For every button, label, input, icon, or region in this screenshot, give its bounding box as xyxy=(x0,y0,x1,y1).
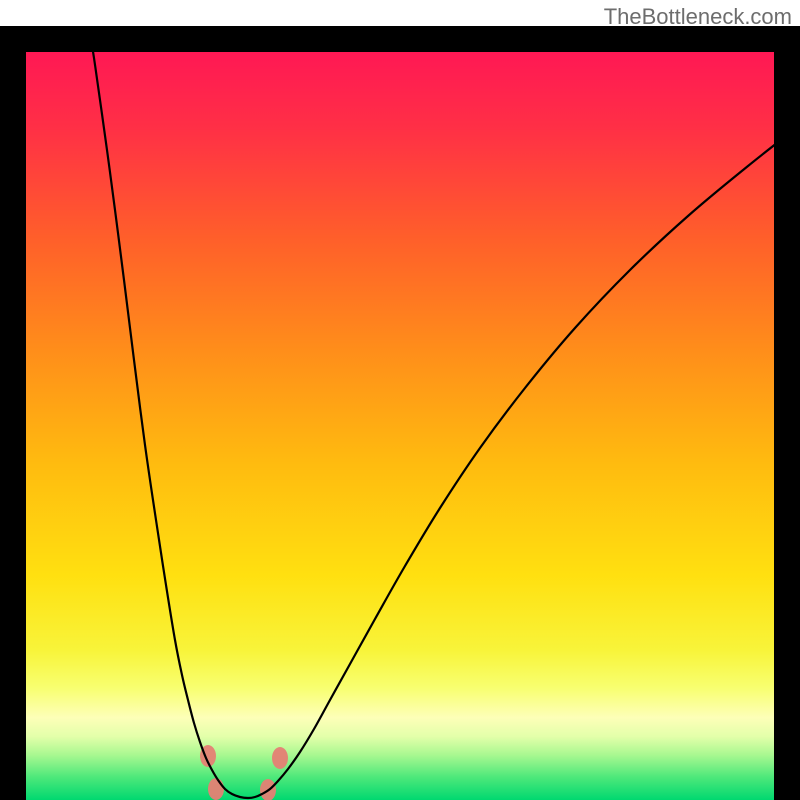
bottleneck-curve-chart: TheBottleneck.com xyxy=(0,0,800,800)
data-dot xyxy=(208,778,224,800)
data-dot xyxy=(272,747,288,769)
chart-svg xyxy=(0,0,800,800)
gradient-background xyxy=(26,52,774,800)
watermark-text: TheBottleneck.com xyxy=(604,4,792,30)
